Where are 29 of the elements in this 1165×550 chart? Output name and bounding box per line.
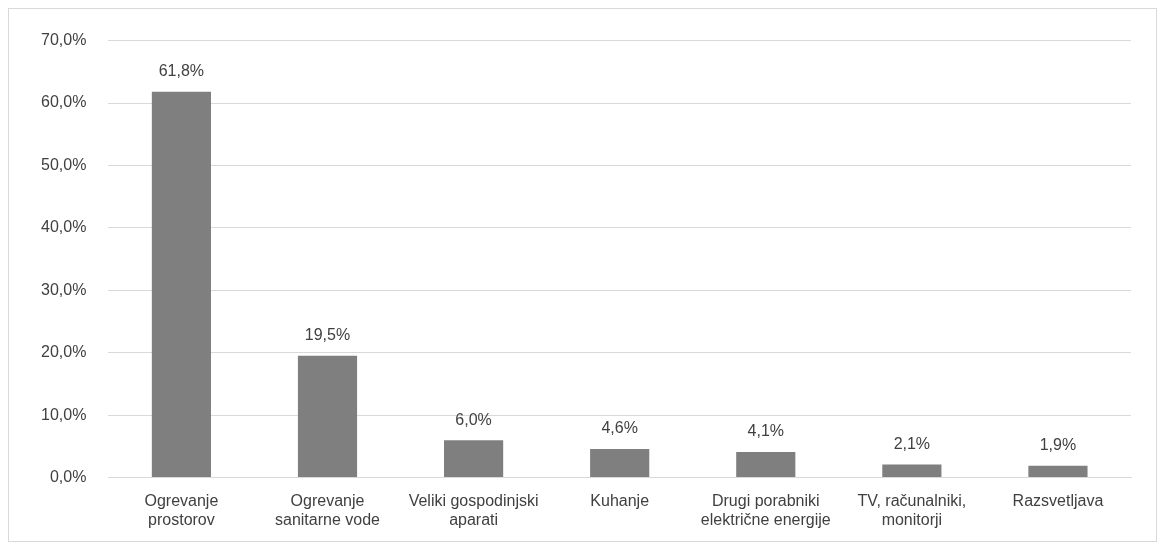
y-tick-label: 0,0% — [49, 468, 87, 486]
data-label: 61,8% — [158, 62, 205, 80]
data-label: 19,5% — [304, 326, 351, 344]
x-tick-label: Razsvetljava — [1012, 491, 1104, 509]
bar — [882, 464, 942, 478]
bar — [297, 355, 358, 478]
y-tick-label: 50,0% — [40, 155, 87, 173]
y-tick-label: 10,0% — [40, 405, 87, 423]
data-label: 1,9% — [1039, 436, 1077, 454]
y-tick-label: 30,0% — [40, 280, 87, 298]
bar — [736, 452, 796, 478]
y-tick-label: 70,0% — [40, 31, 87, 49]
x-tick-label: Ogrevanje sanitarne vode — [275, 491, 381, 528]
y-tick-label: 60,0% — [40, 93, 87, 111]
y-tick-label: 40,0% — [40, 218, 87, 236]
x-tick-label: Ogrevanje prostorov — [144, 491, 219, 528]
data-label: 6,0% — [455, 410, 492, 428]
data-label: 4,1% — [747, 422, 785, 440]
x-tick-label: Kuhanje — [590, 491, 650, 509]
data-label: 2,1% — [893, 434, 931, 452]
bar — [151, 91, 211, 478]
x-tick-label: Veliki gospodinjski aparati — [408, 491, 539, 528]
data-label: 4,6% — [601, 419, 638, 437]
x-tick-label: TV, računalniki, monitorji — [857, 491, 967, 528]
bar — [1028, 465, 1088, 478]
bar — [590, 448, 650, 478]
y-tick-label: 20,0% — [40, 343, 87, 361]
x-tick-label: Drugi porabniki električne energije — [700, 491, 831, 528]
bar — [444, 440, 504, 478]
